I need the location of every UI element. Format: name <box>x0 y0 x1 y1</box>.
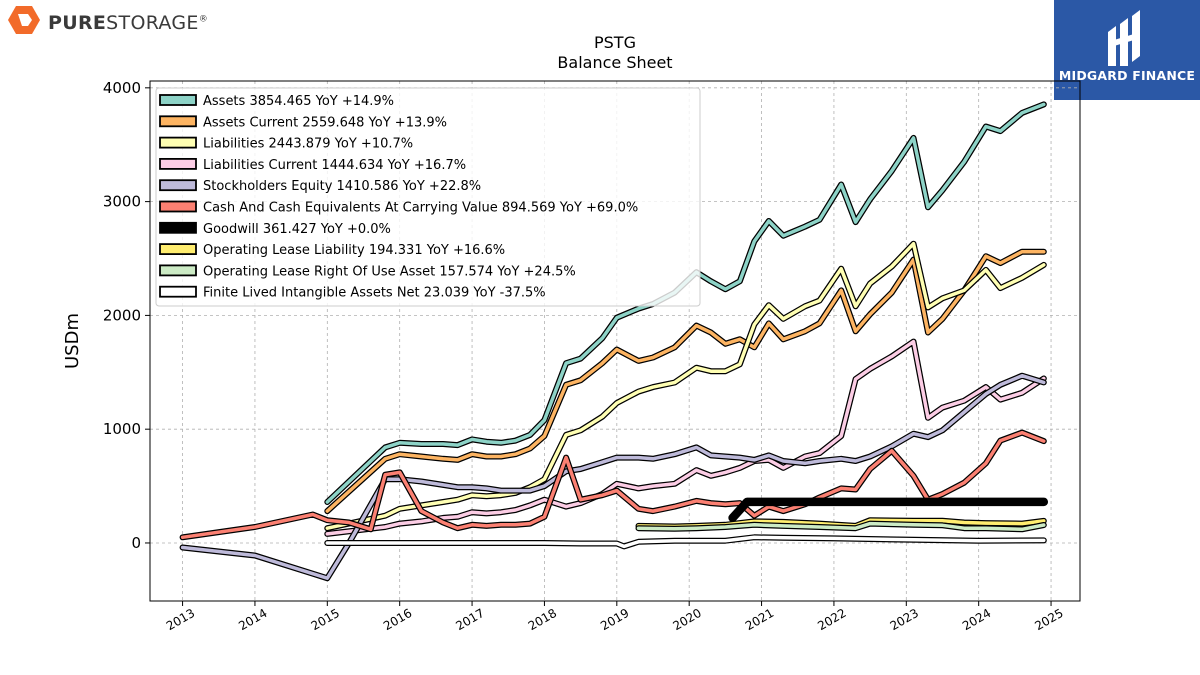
x-tick-label-2025: 2025 <box>1032 606 1065 633</box>
series-line-0 <box>325 102 1046 504</box>
legend-swatch-3 <box>159 157 197 170</box>
legend-item-0: Assets 3854.465 YoY +14.9% <box>159 94 394 109</box>
series-line-4 <box>180 373 1046 580</box>
legend-label-1: Assets Current 2559.648 YoY +13.9% <box>203 115 447 130</box>
legend-item-9: Finite Lived Intangible Assets Net 23.03… <box>159 285 546 301</box>
y-tick-label-0: 0 <box>131 534 141 552</box>
legend-label-9: Finite Lived Intangible Assets Net 23.03… <box>203 286 546 301</box>
y-tick-label-2000: 2000 <box>103 306 141 324</box>
logo-left-light: STORAGE <box>106 12 199 34</box>
series-1 <box>324 248 1047 515</box>
series-line-6 <box>729 498 1047 521</box>
logo-left-strong: PURE <box>48 12 107 34</box>
legend-swatch-9 <box>159 285 197 298</box>
chart-title: PSTG <box>594 33 636 52</box>
legend-item-2: Liabilities 2443.879 YoY +10.7% <box>159 136 413 152</box>
series-0 <box>324 101 1047 505</box>
legend-label-8: Operating Lease Right Of Use Asset 157.5… <box>203 264 576 279</box>
midgard-mark-icon <box>1108 10 1140 66</box>
legend-item-8: Operating Lease Right Of Use Asset 157.5… <box>159 264 576 279</box>
x-tick-label-2017: 2017 <box>453 606 486 633</box>
series-3 <box>324 338 1047 537</box>
legend-swatch-8 <box>159 264 197 277</box>
series-9 <box>324 534 1047 550</box>
legend-item-3: Liabilities Current 1444.634 YoY +16.7% <box>159 157 466 173</box>
y-axis-label: USDm <box>62 313 83 369</box>
pure-storage-logo: PURESTORAGE® <box>4 4 208 38</box>
x-tick-label-2016: 2016 <box>381 606 414 633</box>
legend-label-4: Stockholders Equity 1410.586 YoY +22.8% <box>203 179 481 194</box>
pure-storage-mark-icon <box>8 6 40 34</box>
x-tick-label-2014: 2014 <box>236 606 269 633</box>
x-tick-label-2018: 2018 <box>526 606 559 633</box>
legend-item-1: Assets Current 2559.648 YoY +13.9% <box>159 115 447 130</box>
x-tick-label-2021: 2021 <box>743 606 776 633</box>
series-2 <box>324 240 1047 532</box>
series-5 <box>179 429 1047 541</box>
legend: Assets 3854.465 YoY +14.9% Assets Current… <box>155 87 701 307</box>
series-line-5 <box>180 430 1046 540</box>
midgard-finance-logo: MIDGARD FINANCE <box>1054 0 1200 100</box>
legend-swatch-2 <box>159 136 197 149</box>
legend-item-4: Stockholders Equity 1410.586 YoY +22.8% <box>159 179 481 194</box>
legend-swatch-7 <box>159 243 197 256</box>
logo-right-text: MIDGARD FINANCE <box>1058 68 1196 83</box>
legend-label-0: Assets 3854.465 YoY +14.9% <box>203 94 394 109</box>
legend-swatch-4 <box>159 179 197 192</box>
series-6 <box>728 497 1049 523</box>
y-tick-label-3000: 3000 <box>103 193 141 211</box>
x-tick-label-2020: 2020 <box>670 606 703 633</box>
chart-subtitle: Balance Sheet <box>557 53 672 72</box>
series-line-2 <box>325 241 1046 530</box>
x-tick-label-2015: 2015 <box>309 606 342 633</box>
x-tick-label-2023: 2023 <box>888 606 921 633</box>
legend-swatch-1 <box>159 115 197 128</box>
legend-item-5: Cash And Cash Equivalents At Carrying Va… <box>159 200 638 216</box>
legend-label-5: Cash And Cash Equivalents At Carrying Va… <box>203 201 638 216</box>
series-8 <box>635 520 1047 533</box>
y-tick-label-4000: 4000 <box>103 79 141 97</box>
series-4 <box>179 372 1047 582</box>
y-tick-label-1000: 1000 <box>103 420 141 438</box>
legend-swatch-5 <box>159 200 197 213</box>
legend-box <box>155 87 701 307</box>
x-tick-label-2024: 2024 <box>960 606 993 633</box>
x-tick-label-2022: 2022 <box>815 606 848 633</box>
logo-left-mark: ® <box>198 14 209 25</box>
plot-frame <box>149 80 1081 602</box>
legend-label-2: Liabilities 2443.879 YoY +10.7% <box>203 137 413 152</box>
legend-item-7: Operating Lease Liability 194.331 YoY +1… <box>159 243 505 258</box>
legend-label-6: Goodwill 361.427 YoY +0.0% <box>203 222 391 237</box>
legend-swatch-0 <box>159 94 197 106</box>
legend-label-7: Operating Lease Liability 194.331 YoY +1… <box>203 243 505 258</box>
series-line-8 <box>636 521 1046 532</box>
legend-swatch-6 <box>159 221 197 234</box>
series-lines <box>179 101 1049 582</box>
legend-item-6: Goodwill 361.427 YoY +0.0% <box>159 221 391 237</box>
legend-label-3: Liabilities Current 1444.634 YoY +16.7% <box>203 158 466 173</box>
x-tick-label-2013: 2013 <box>164 606 197 633</box>
series-line-1 <box>325 249 1046 513</box>
series-line-9 <box>325 535 1046 549</box>
x-tick-label-2019: 2019 <box>598 606 631 633</box>
series-line-3 <box>325 339 1046 536</box>
